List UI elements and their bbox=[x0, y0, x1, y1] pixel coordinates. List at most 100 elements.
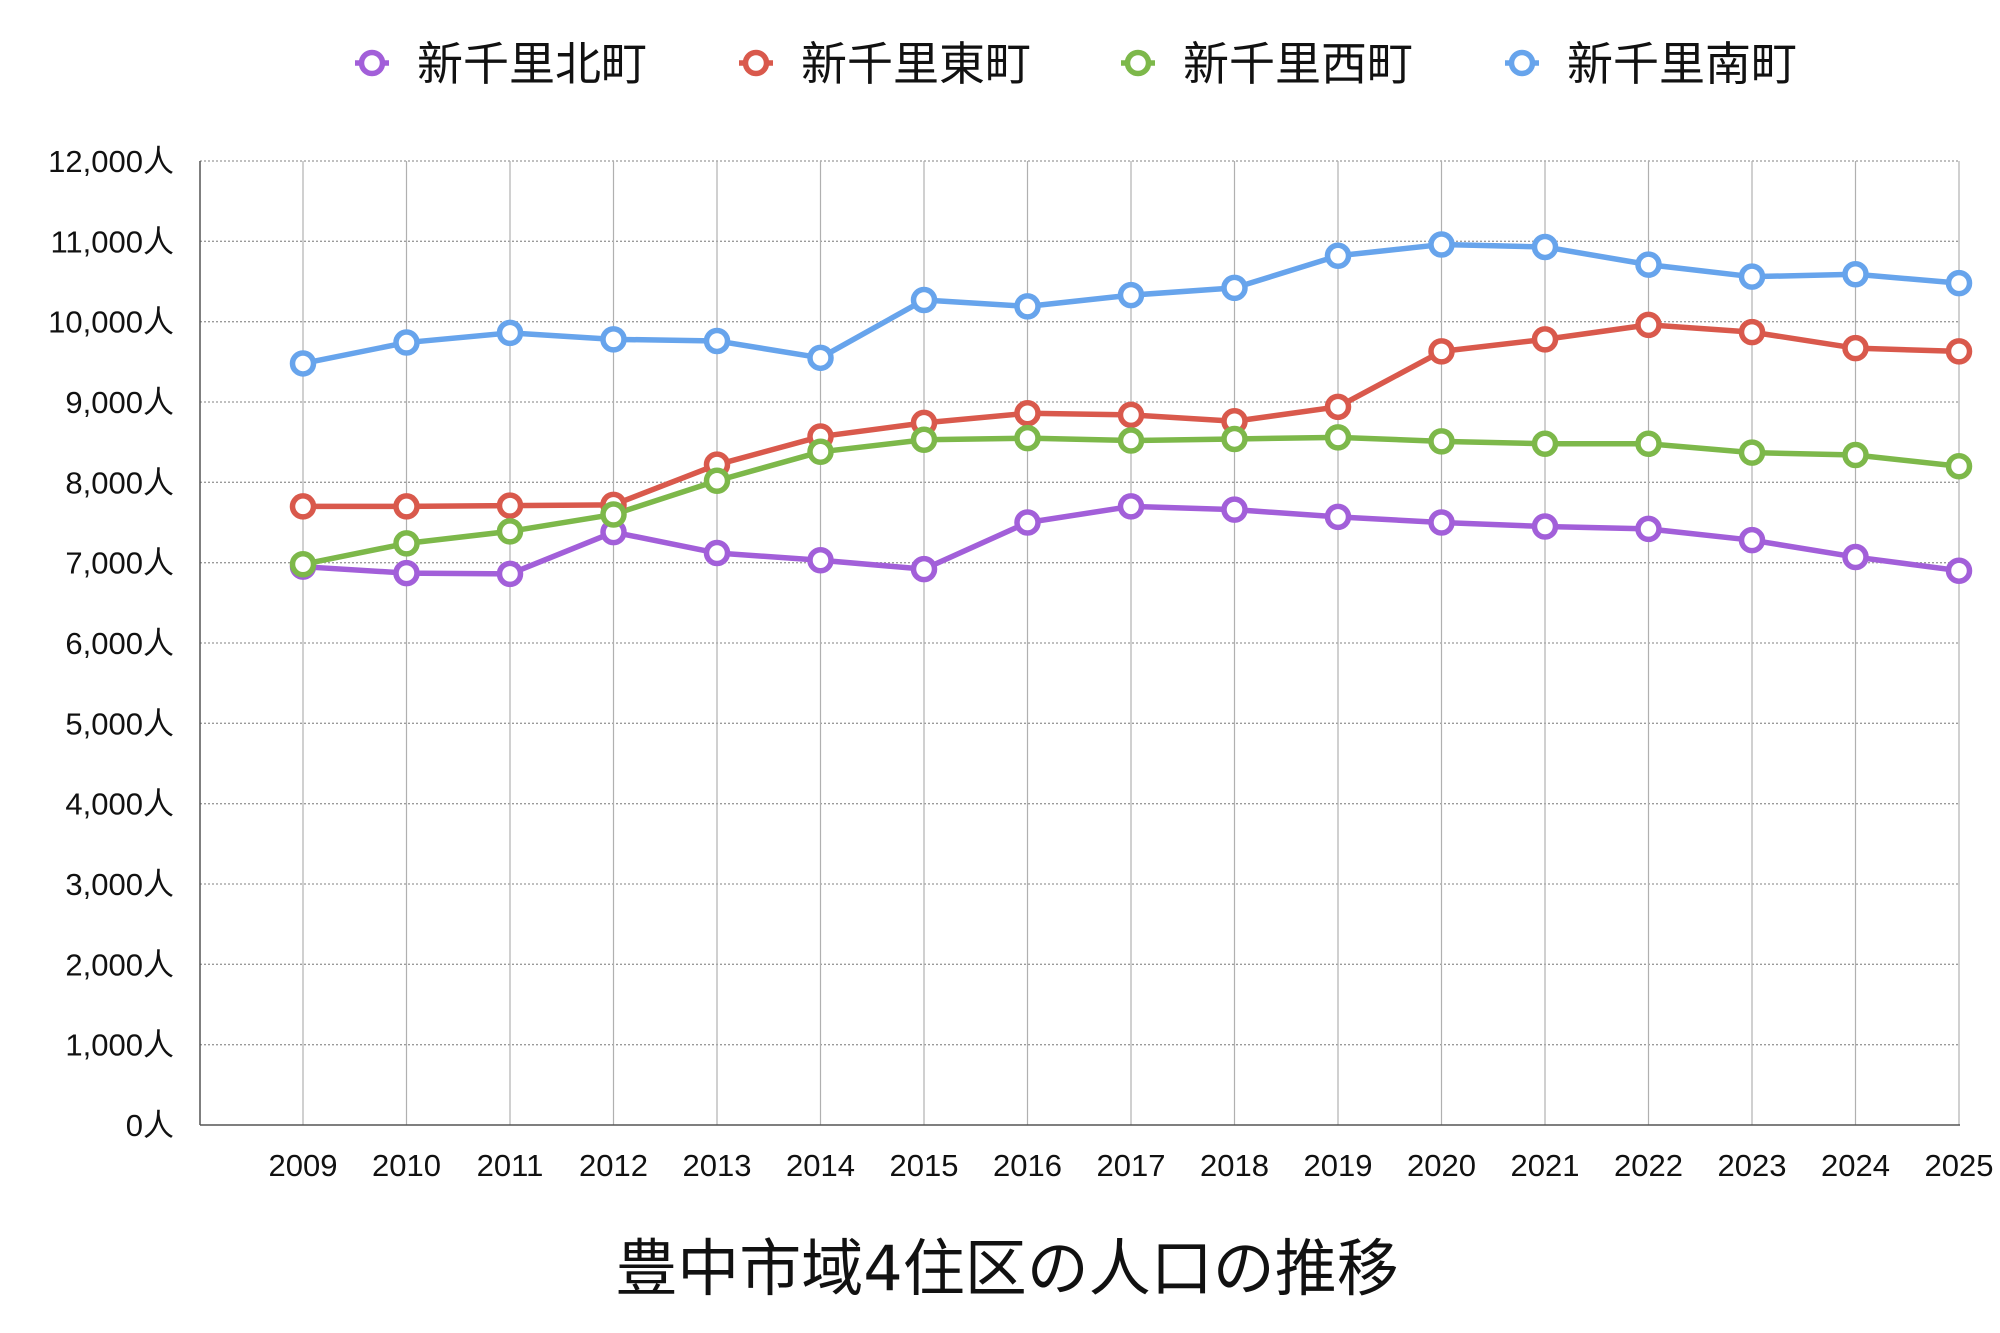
data-point bbox=[1014, 399, 1041, 427]
data-point bbox=[1428, 231, 1455, 258]
data-point bbox=[703, 467, 731, 494]
data-point bbox=[289, 350, 317, 377]
data-point bbox=[393, 493, 420, 520]
data-point bbox=[600, 501, 627, 528]
y-tick-label: 3,000人 bbox=[65, 867, 174, 902]
data-point bbox=[289, 551, 317, 578]
data-point bbox=[1531, 513, 1559, 540]
data-point bbox=[1945, 338, 1973, 365]
x-tick-label: 2025 bbox=[1925, 1148, 1994, 1183]
y-tick-label: 8,000人 bbox=[65, 465, 174, 500]
data-point bbox=[1945, 453, 1973, 480]
data-point bbox=[1117, 427, 1145, 454]
data-point bbox=[1842, 261, 1869, 288]
x-tick-label: 2013 bbox=[683, 1148, 752, 1183]
x-tick-label: 2016 bbox=[993, 1148, 1062, 1183]
data-point bbox=[1428, 338, 1455, 365]
data-point bbox=[496, 518, 524, 545]
data-point bbox=[1738, 526, 1766, 554]
data-point bbox=[393, 530, 420, 557]
data-point bbox=[1842, 334, 1869, 362]
data-point bbox=[1014, 509, 1041, 536]
y-tick-label: 5,000人 bbox=[65, 706, 174, 741]
data-point bbox=[1635, 251, 1662, 278]
y-tick-label: 12,000人 bbox=[48, 144, 174, 179]
x-tick-label: 2024 bbox=[1821, 1148, 1890, 1183]
y-tick-label: 0人 bbox=[126, 1108, 174, 1143]
data-point bbox=[289, 493, 317, 520]
legend-marker bbox=[358, 49, 386, 77]
data-point bbox=[1428, 428, 1455, 455]
x-tick-label: 2012 bbox=[579, 1148, 648, 1183]
x-tick-label: 2018 bbox=[1200, 1148, 1269, 1183]
data-point bbox=[1014, 424, 1041, 452]
x-tick-label: 2022 bbox=[1614, 1148, 1683, 1183]
axes bbox=[199, 161, 1960, 1126]
data-point bbox=[1117, 493, 1145, 520]
data-point bbox=[703, 539, 731, 567]
legend-label: 新千里東町 bbox=[801, 37, 1031, 91]
data-point bbox=[1635, 515, 1662, 543]
x-tick-label: 2021 bbox=[1511, 1148, 1580, 1183]
data-point bbox=[807, 344, 834, 372]
data-point bbox=[1635, 311, 1662, 339]
data-point bbox=[496, 560, 524, 588]
x-tick-label: 2020 bbox=[1407, 1148, 1476, 1183]
data-point bbox=[1221, 274, 1248, 302]
data-point bbox=[1945, 269, 1973, 297]
legend: 新千里北町 新千里東町 新千里西町 新千里南町 bbox=[355, 37, 1797, 91]
data-point bbox=[496, 319, 524, 347]
data-point bbox=[1738, 318, 1766, 346]
data-point bbox=[703, 327, 731, 355]
legend-label: 新千里西町 bbox=[1183, 37, 1413, 91]
data-point bbox=[1324, 393, 1352, 421]
chart-title: 豊中市域4住区の人口の推移 bbox=[615, 1232, 1398, 1305]
data-point bbox=[600, 326, 627, 353]
data-point bbox=[1117, 281, 1145, 309]
y-tick-label: 4,000人 bbox=[65, 787, 174, 822]
x-tick-label: 2011 bbox=[477, 1148, 544, 1183]
data-point bbox=[1531, 430, 1559, 458]
data-point bbox=[807, 438, 834, 466]
x-tick-label: 2009 bbox=[269, 1148, 338, 1183]
x-axis-tick-labels: 2009 2010 2011 2012 2013 2014 2015 2016 2017 2018… bbox=[269, 1148, 1994, 1183]
data-point bbox=[496, 492, 524, 519]
x-tick-label: 2015 bbox=[890, 1148, 959, 1183]
legend-marker bbox=[742, 49, 770, 77]
data-point bbox=[1324, 503, 1352, 531]
x-tick-label: 2023 bbox=[1718, 1148, 1787, 1183]
data-point bbox=[1842, 441, 1869, 469]
data-point bbox=[1221, 425, 1248, 453]
data-point bbox=[1531, 326, 1559, 353]
data-point bbox=[1635, 430, 1662, 458]
data-point bbox=[1738, 439, 1766, 466]
data-point bbox=[1945, 557, 1973, 584]
grid-lines bbox=[200, 160, 1960, 1125]
data-point bbox=[1428, 509, 1455, 536]
legend-label: 新千里北町 bbox=[417, 37, 647, 91]
x-tick-label: 2019 bbox=[1304, 1148, 1373, 1183]
legend-marker bbox=[1124, 49, 1152, 77]
data-point bbox=[1014, 293, 1041, 320]
series-points bbox=[289, 231, 1973, 588]
y-tick-label: 6,000人 bbox=[65, 626, 174, 661]
legend-marker bbox=[1508, 49, 1536, 77]
data-point bbox=[393, 329, 420, 356]
data-point bbox=[1324, 242, 1352, 270]
data-point bbox=[910, 286, 938, 314]
y-axis-tick-labels: 0人 1,000人 2,000人 3,000人 4,000人 5,000人 6,000人 7,… bbox=[48, 144, 174, 1143]
y-tick-label: 7,000人 bbox=[65, 546, 174, 581]
y-tick-label: 11,000人 bbox=[50, 224, 174, 259]
y-tick-label: 10,000人 bbox=[48, 305, 174, 340]
data-point bbox=[1117, 401, 1145, 429]
data-point bbox=[1531, 233, 1559, 261]
data-point bbox=[1324, 424, 1352, 451]
data-point bbox=[393, 559, 420, 587]
legend-label: 新千里南町 bbox=[1567, 37, 1797, 91]
x-tick-label: 2017 bbox=[1097, 1148, 1166, 1183]
x-tick-label: 2014 bbox=[786, 1148, 855, 1183]
data-point bbox=[1221, 496, 1248, 523]
data-point bbox=[1738, 263, 1766, 290]
data-point bbox=[910, 426, 938, 454]
